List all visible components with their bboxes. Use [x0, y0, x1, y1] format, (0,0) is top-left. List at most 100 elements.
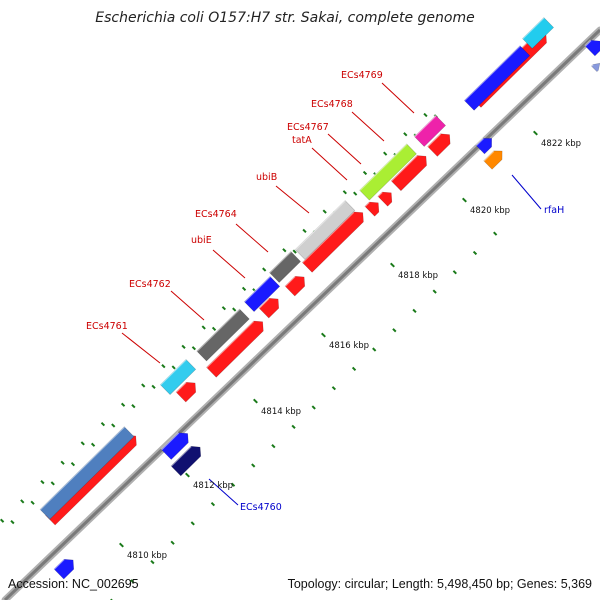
tick-mark	[171, 365, 176, 370]
tick-mark	[331, 386, 337, 391]
gene-blue-2	[463, 44, 531, 111]
gene-navy-rev-highlight	[170, 445, 192, 467]
tick-mark	[10, 519, 15, 525]
gene-label: tatA	[292, 135, 312, 146]
gene-label: ECs4769	[341, 70, 383, 81]
gene-label: ECs4767	[287, 122, 329, 133]
tick-mark	[201, 325, 206, 330]
tick-mark	[90, 442, 96, 447]
gene-red-6-highlight	[301, 211, 355, 264]
tick-mark	[452, 270, 457, 275]
leader-line	[235, 223, 269, 253]
gene-label: ECs4760	[240, 502, 282, 513]
gene-blue-1-highlight	[243, 275, 271, 303]
tick-label-mark	[390, 262, 395, 268]
accession-text: Accession: NC_002695	[8, 577, 139, 591]
gene-label: ubiB	[256, 172, 277, 183]
gene-steelblue-shape	[39, 426, 135, 520]
tick-label-mark	[533, 130, 538, 136]
tick-label: 4812 kbp	[193, 481, 233, 491]
genome-title: Escherichia coli O157:H7 str. Sakai, com…	[95, 10, 474, 26]
tick-mark	[232, 307, 237, 312]
tick-mark	[291, 424, 296, 429]
leader-line	[327, 133, 362, 165]
gene-darkgray-2-highlight	[268, 250, 292, 274]
gene-lightgray	[294, 199, 356, 260]
tick-label: 4818 kbp	[398, 271, 438, 281]
gene-lavender-rev-highlight	[590, 63, 594, 67]
gene-red-7	[364, 201, 380, 217]
gene-magenta	[413, 114, 446, 147]
leader-line	[275, 185, 310, 214]
gene-blue-rev-2-highlight	[475, 137, 484, 147]
leader-line	[121, 332, 161, 364]
gene-red-10	[426, 133, 451, 157]
gene-blue-2-shape	[463, 45, 531, 111]
tick-mark	[351, 366, 357, 371]
gene-red-5-shape	[284, 275, 306, 297]
gene-red-4-highlight	[258, 297, 270, 309]
tick-mark	[230, 482, 236, 487]
tick-mark	[241, 286, 247, 291]
tick-marks	[0, 112, 498, 600]
gene-red-6	[301, 211, 364, 273]
gene-darkgray-2	[268, 250, 301, 283]
gene-blue-rev-4	[584, 39, 600, 57]
gene-red-8-shape	[377, 191, 393, 207]
gene-red-5-highlight	[284, 275, 296, 287]
gene-red-2-highlight	[175, 381, 187, 393]
tick-mark	[211, 326, 217, 331]
tick-label: 4810 kbp	[127, 551, 167, 561]
tick-mark	[251, 463, 256, 468]
tick-mark	[130, 579, 135, 584]
tick-mark	[271, 444, 276, 449]
leader-line	[170, 290, 205, 321]
gene-red-5	[284, 275, 306, 297]
tick-mark	[181, 344, 186, 349]
tick-mark	[50, 481, 55, 486]
tick-mark	[100, 421, 106, 427]
gene-lightgray-highlight	[294, 199, 346, 251]
tick-mark	[423, 112, 428, 118]
gene-red-3	[205, 320, 264, 378]
tick-mark	[412, 308, 417, 314]
gene-red-4	[258, 297, 280, 319]
tick-mark	[141, 383, 146, 388]
gene-cyan-1	[159, 358, 197, 395]
tick-label-mark	[462, 197, 467, 203]
tick-mark	[372, 347, 377, 352]
tick-mark	[120, 402, 126, 407]
tick-mark	[20, 499, 25, 504]
gene-cyan-2	[521, 16, 554, 49]
tick-mark	[403, 132, 408, 137]
tick-label: 4820 kbp	[470, 206, 510, 216]
gene-steelblue	[39, 425, 135, 520]
topology-summary: Topology: circular; Length: 5,498,450 bp…	[288, 577, 592, 591]
tick-mark	[161, 364, 166, 369]
gene-red-7-highlight	[364, 201, 370, 207]
tick-mark	[383, 151, 388, 156]
tick-label-mark	[253, 398, 258, 404]
tick-mark	[150, 559, 155, 565]
tick-mark	[311, 405, 316, 410]
gene-label: rfaH	[544, 205, 564, 216]
gene-blue-rev-3-highlight	[53, 558, 65, 570]
gene-label: ECs4764	[195, 209, 237, 220]
tick-mark	[131, 404, 136, 409]
gene-red-9	[390, 154, 427, 192]
gene-blue-rev-2	[475, 137, 492, 155]
gene-magenta-highlight	[413, 114, 437, 138]
tick-mark	[282, 248, 287, 253]
tick-mark	[191, 346, 197, 351]
tick-mark	[292, 249, 297, 254]
tick-mark	[432, 289, 437, 294]
tick-label: 4816 kbp	[329, 341, 369, 351]
gene-navy-rev	[170, 445, 202, 477]
gene-red-8-highlight	[377, 191, 383, 197]
tick-label: 4814 kbp	[261, 407, 301, 417]
tick-mark	[151, 384, 156, 389]
gene-label: ECs4761	[86, 321, 128, 332]
gene-blue-1	[243, 275, 281, 312]
gene-red-8	[377, 191, 393, 207]
gene-blue-rev-1-highlight	[160, 431, 180, 451]
